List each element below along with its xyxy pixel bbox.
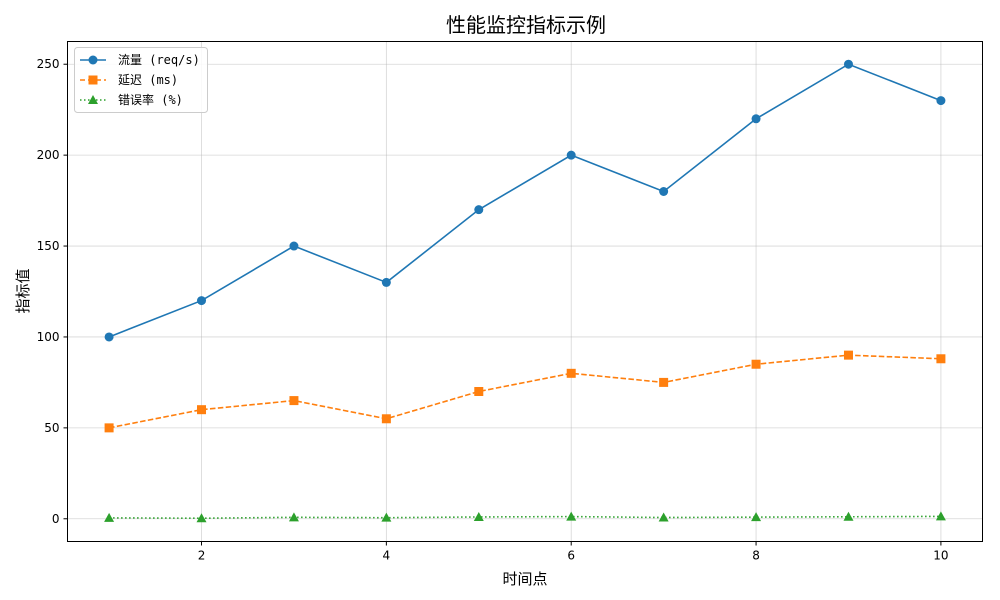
data-point: [104, 332, 114, 342]
series-0: [104, 59, 946, 342]
y-tick-label: 0: [52, 512, 60, 526]
y-tick-label: 250: [37, 57, 60, 71]
data-point: [104, 423, 114, 433]
data-point: [381, 277, 391, 287]
y-tick-label: 200: [37, 148, 60, 162]
chart-title: 性能监控指标示例: [446, 13, 606, 37]
x-tick-label: 10: [933, 549, 948, 563]
svg-text:流量 (req/s): 流量 (req/s): [118, 53, 200, 67]
y-tick-label: 50: [44, 421, 59, 435]
data-point: [843, 350, 853, 360]
grid-lines: [67, 41, 983, 542]
legend-item-error-rate: 错误率 (%): [80, 92, 183, 107]
data-point: [381, 512, 392, 522]
data-point: [566, 368, 576, 378]
data-point: [843, 511, 854, 521]
plot-area-frame: [67, 41, 983, 542]
data-point: [658, 512, 669, 522]
series-2: [104, 511, 946, 523]
legend-item-traffic: 流量 (req/s): [80, 53, 200, 67]
data-point: [751, 114, 761, 124]
data-point: [936, 96, 946, 106]
x-tick-label: 4: [383, 549, 391, 563]
data-point: [751, 512, 762, 522]
data-point: [288, 512, 299, 522]
y-tick-label: 150: [37, 239, 60, 253]
x-tick-label: 6: [567, 549, 575, 563]
data-point: [474, 387, 484, 396]
x-tick-label: 2: [198, 549, 206, 563]
y-axis-label: 指标值: [14, 268, 32, 313]
legend: 流量 (req/s) 延迟 (ms) 错误率 (%): [74, 47, 208, 113]
square-marker-icon: [88, 75, 98, 85]
x-tick-label: 8: [752, 549, 760, 563]
x-axis-label: 时间点: [502, 570, 547, 588]
series-1: [104, 350, 946, 433]
y-tick-label: 100: [37, 330, 60, 344]
data-point: [659, 187, 669, 196]
data-point: [566, 511, 577, 521]
data-point: [289, 396, 299, 406]
data-point: [659, 377, 669, 387]
data-point: [936, 354, 946, 364]
data-point: [289, 241, 299, 251]
data-point: [473, 511, 484, 521]
data-series: [104, 59, 946, 523]
data-point: [381, 414, 391, 424]
svg-text:错误率 (%): 错误率 (%): [118, 92, 183, 107]
data-point: [474, 205, 484, 215]
legend-item-latency: 延迟 (ms): [80, 73, 178, 87]
data-point: [935, 511, 946, 521]
data-point: [197, 405, 207, 415]
circle-marker-icon: [88, 55, 98, 65]
triangle-marker-icon: [88, 95, 98, 104]
data-point: [104, 512, 115, 522]
data-point: [566, 150, 576, 160]
data-point: [197, 296, 207, 306]
data-point: [196, 513, 207, 523]
data-point: [751, 359, 761, 369]
data-point: [843, 59, 853, 69]
svg-text:延迟 (ms): 延迟 (ms): [118, 73, 178, 87]
legend-box: [74, 47, 208, 113]
